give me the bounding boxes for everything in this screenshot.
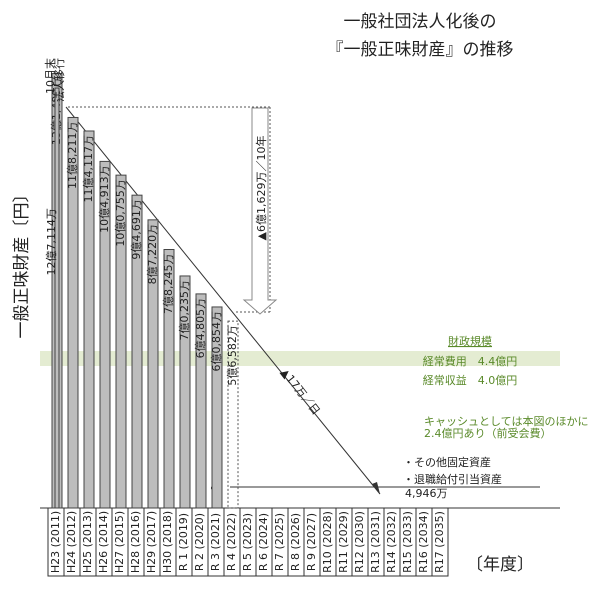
value-label: 9億4,691万 xyxy=(130,199,143,260)
bar xyxy=(83,130,95,509)
bar xyxy=(147,219,159,509)
x-tick-label: H27 (2015) xyxy=(113,511,126,573)
annotation: ・退職給付引当資産 xyxy=(403,472,502,486)
x-tick-label: R11 (2029) xyxy=(337,511,350,573)
transition-label: 10月末 xyxy=(43,58,57,94)
value-label: 7億8,245万 xyxy=(162,254,175,315)
x-tick-label: R12 (2030) xyxy=(353,511,366,573)
chart-title: 一般社団法人化後の xyxy=(344,12,497,32)
x-axis-label: 〔年度〕 xyxy=(466,555,534,575)
value-label: 7億0,235万 xyxy=(178,280,191,341)
bar xyxy=(99,160,111,509)
x-tick-label: H24 (2012) xyxy=(65,511,78,573)
x-tick-label: R 9 (2027) xyxy=(305,513,318,571)
x-tick-label: R 7 (2025) xyxy=(273,513,286,571)
x-tick-label: R 1 (2019) xyxy=(177,513,190,571)
bar xyxy=(195,293,207,509)
x-label-frame xyxy=(47,507,449,577)
x-tick-label: H29 (2017) xyxy=(145,511,158,573)
x-tick-label: H25 (2013) xyxy=(81,511,94,573)
arrow-head xyxy=(372,482,380,494)
finance-row: 経常費用 4.4億円 xyxy=(423,354,518,368)
value-label: 5億6,582万 xyxy=(226,325,239,386)
value-label: 6億0,854万 xyxy=(210,311,223,372)
x-tick-label: R 8 (2026) xyxy=(289,513,302,571)
x-tick-label: R 4 (2022) xyxy=(225,513,238,571)
finance-title: 財政規模 xyxy=(448,334,492,348)
value-label: 11億4,117万 xyxy=(82,135,95,203)
value-label: 10億4,913万 xyxy=(98,165,111,233)
value-label: 12億7,114万 xyxy=(45,208,58,276)
bar xyxy=(179,275,191,509)
arrow xyxy=(242,107,278,315)
x-tick-label: H26 (2014) xyxy=(97,511,110,573)
x-tick-label: R14 (2032) xyxy=(385,511,398,573)
x-tick-label: R10 (2028) xyxy=(321,511,334,573)
value-label: 11億8,211万 xyxy=(66,121,79,189)
value-label: 6億4,805万 xyxy=(194,298,207,359)
end-value: 4,946万 xyxy=(405,487,448,500)
chart-title: 『一般正味財産』の推移 xyxy=(327,40,514,60)
transition-label: 法人移行 xyxy=(52,58,66,102)
annotation: ・その他固定資産 xyxy=(403,455,491,469)
bar xyxy=(67,116,79,509)
bar xyxy=(211,306,223,509)
transition-bar xyxy=(54,87,60,509)
x-tick-label: H28 (2016) xyxy=(129,511,142,573)
x-tick-label: R16 (2034) xyxy=(417,511,430,573)
x-tick-label: R13 (2031) xyxy=(369,511,382,573)
x-tick-label: H23 (2011) xyxy=(49,511,62,573)
x-tick-label: R15 (2033) xyxy=(401,511,414,573)
finance-row: 経常収益 4.0億円 xyxy=(423,373,518,387)
bar xyxy=(227,320,239,509)
trend-line xyxy=(65,106,381,495)
bar xyxy=(115,174,127,509)
note: 2.4億円あり（前受会費） xyxy=(424,426,552,440)
x-tick-label: R17 (2035) xyxy=(433,511,446,573)
x-tick-label: R 3 (2021) xyxy=(209,513,222,571)
note: キャッシュとしては本図のほかに xyxy=(424,414,588,428)
y-axis-label: 一般正味財産〔円〕 xyxy=(12,186,32,339)
x-tick-label: R 2 (2020) xyxy=(193,513,206,571)
value-label: 10億0,755万 xyxy=(114,179,127,247)
value-label: 8億7,220万 xyxy=(146,224,159,284)
annotation: ▲17万／日 xyxy=(278,366,322,418)
x-tick-label: H30 (2018) xyxy=(161,511,174,573)
annotation: ▲6億1,629万／10年 xyxy=(254,136,268,241)
bar xyxy=(163,249,175,509)
x-tick-label: R 6 (2024) xyxy=(257,513,270,571)
x-tick-label: R 5 (2023) xyxy=(241,513,254,571)
bar xyxy=(131,194,143,509)
